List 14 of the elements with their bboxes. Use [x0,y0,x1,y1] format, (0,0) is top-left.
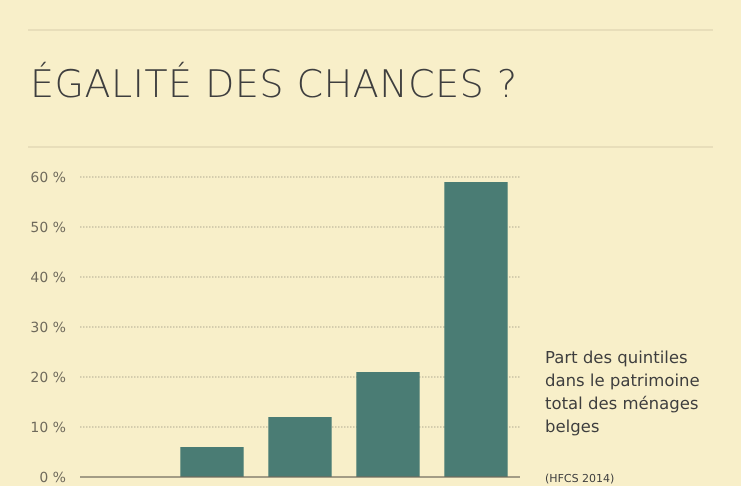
y-tick-label: 0 % [39,470,66,486]
bar [444,182,508,477]
text: Part des quintiles dans le patrimoine total des ménages belges [545,348,700,436]
chart-title: ÉGALITÉ DES CHANCES ? [30,61,518,106]
text: (HFCS 2014) [545,472,614,485]
y-tick-label: 60 % [30,170,66,186]
y-tick-label: 30 % [30,320,66,336]
bar [268,417,332,477]
y-tick-label: 10 % [30,420,66,436]
y-tick-label: 20 % [30,370,66,386]
y-tick-label: 40 % [30,270,66,286]
bar [356,372,420,477]
bar [180,447,244,477]
y-tick-label: 50 % [30,220,66,236]
